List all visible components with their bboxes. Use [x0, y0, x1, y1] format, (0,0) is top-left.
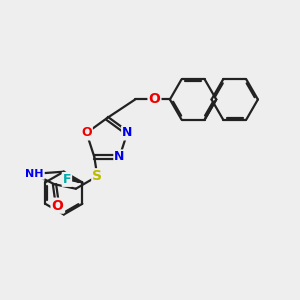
Text: O: O: [81, 127, 92, 140]
Text: N: N: [114, 150, 125, 164]
Text: NH: NH: [25, 169, 44, 179]
Text: O: O: [148, 92, 160, 106]
Text: F: F: [63, 173, 71, 186]
Text: S: S: [92, 169, 102, 183]
Text: O: O: [52, 199, 63, 213]
Text: N: N: [122, 127, 132, 140]
